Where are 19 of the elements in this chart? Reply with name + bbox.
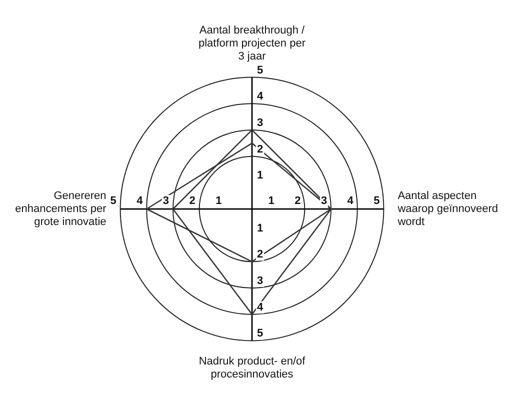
text: 1 — [216, 195, 222, 208]
y-tick-label: 4 — [256, 301, 264, 314]
y-tick-label: 2 — [256, 248, 264, 261]
text: 2 — [294, 195, 301, 208]
y-tick-label: 1 — [256, 222, 264, 234]
text: 5 — [110, 195, 116, 208]
text: 5 — [374, 195, 380, 208]
spoke-label: Aantal aspecten waarop geïnnoveerd wordt — [396, 190, 498, 228]
text: 4 — [347, 195, 354, 208]
text: 2 — [189, 195, 196, 208]
text: 3 — [162, 195, 170, 208]
spoke-label: Nadruk product- en/of procesinnovaties — [198, 355, 306, 381]
y-tick-label: 3 — [256, 275, 264, 288]
y-tick-label: 5 — [256, 328, 264, 340]
spoke-label: Aantal breakthrough / platform projecten per 3 jaar — [198, 24, 306, 63]
text: 1 — [268, 195, 274, 208]
spoke-label: Genereren enhancements per grote innovatie — [15, 190, 107, 228]
text: 3 — [320, 195, 328, 208]
text: 4 — [136, 195, 144, 208]
